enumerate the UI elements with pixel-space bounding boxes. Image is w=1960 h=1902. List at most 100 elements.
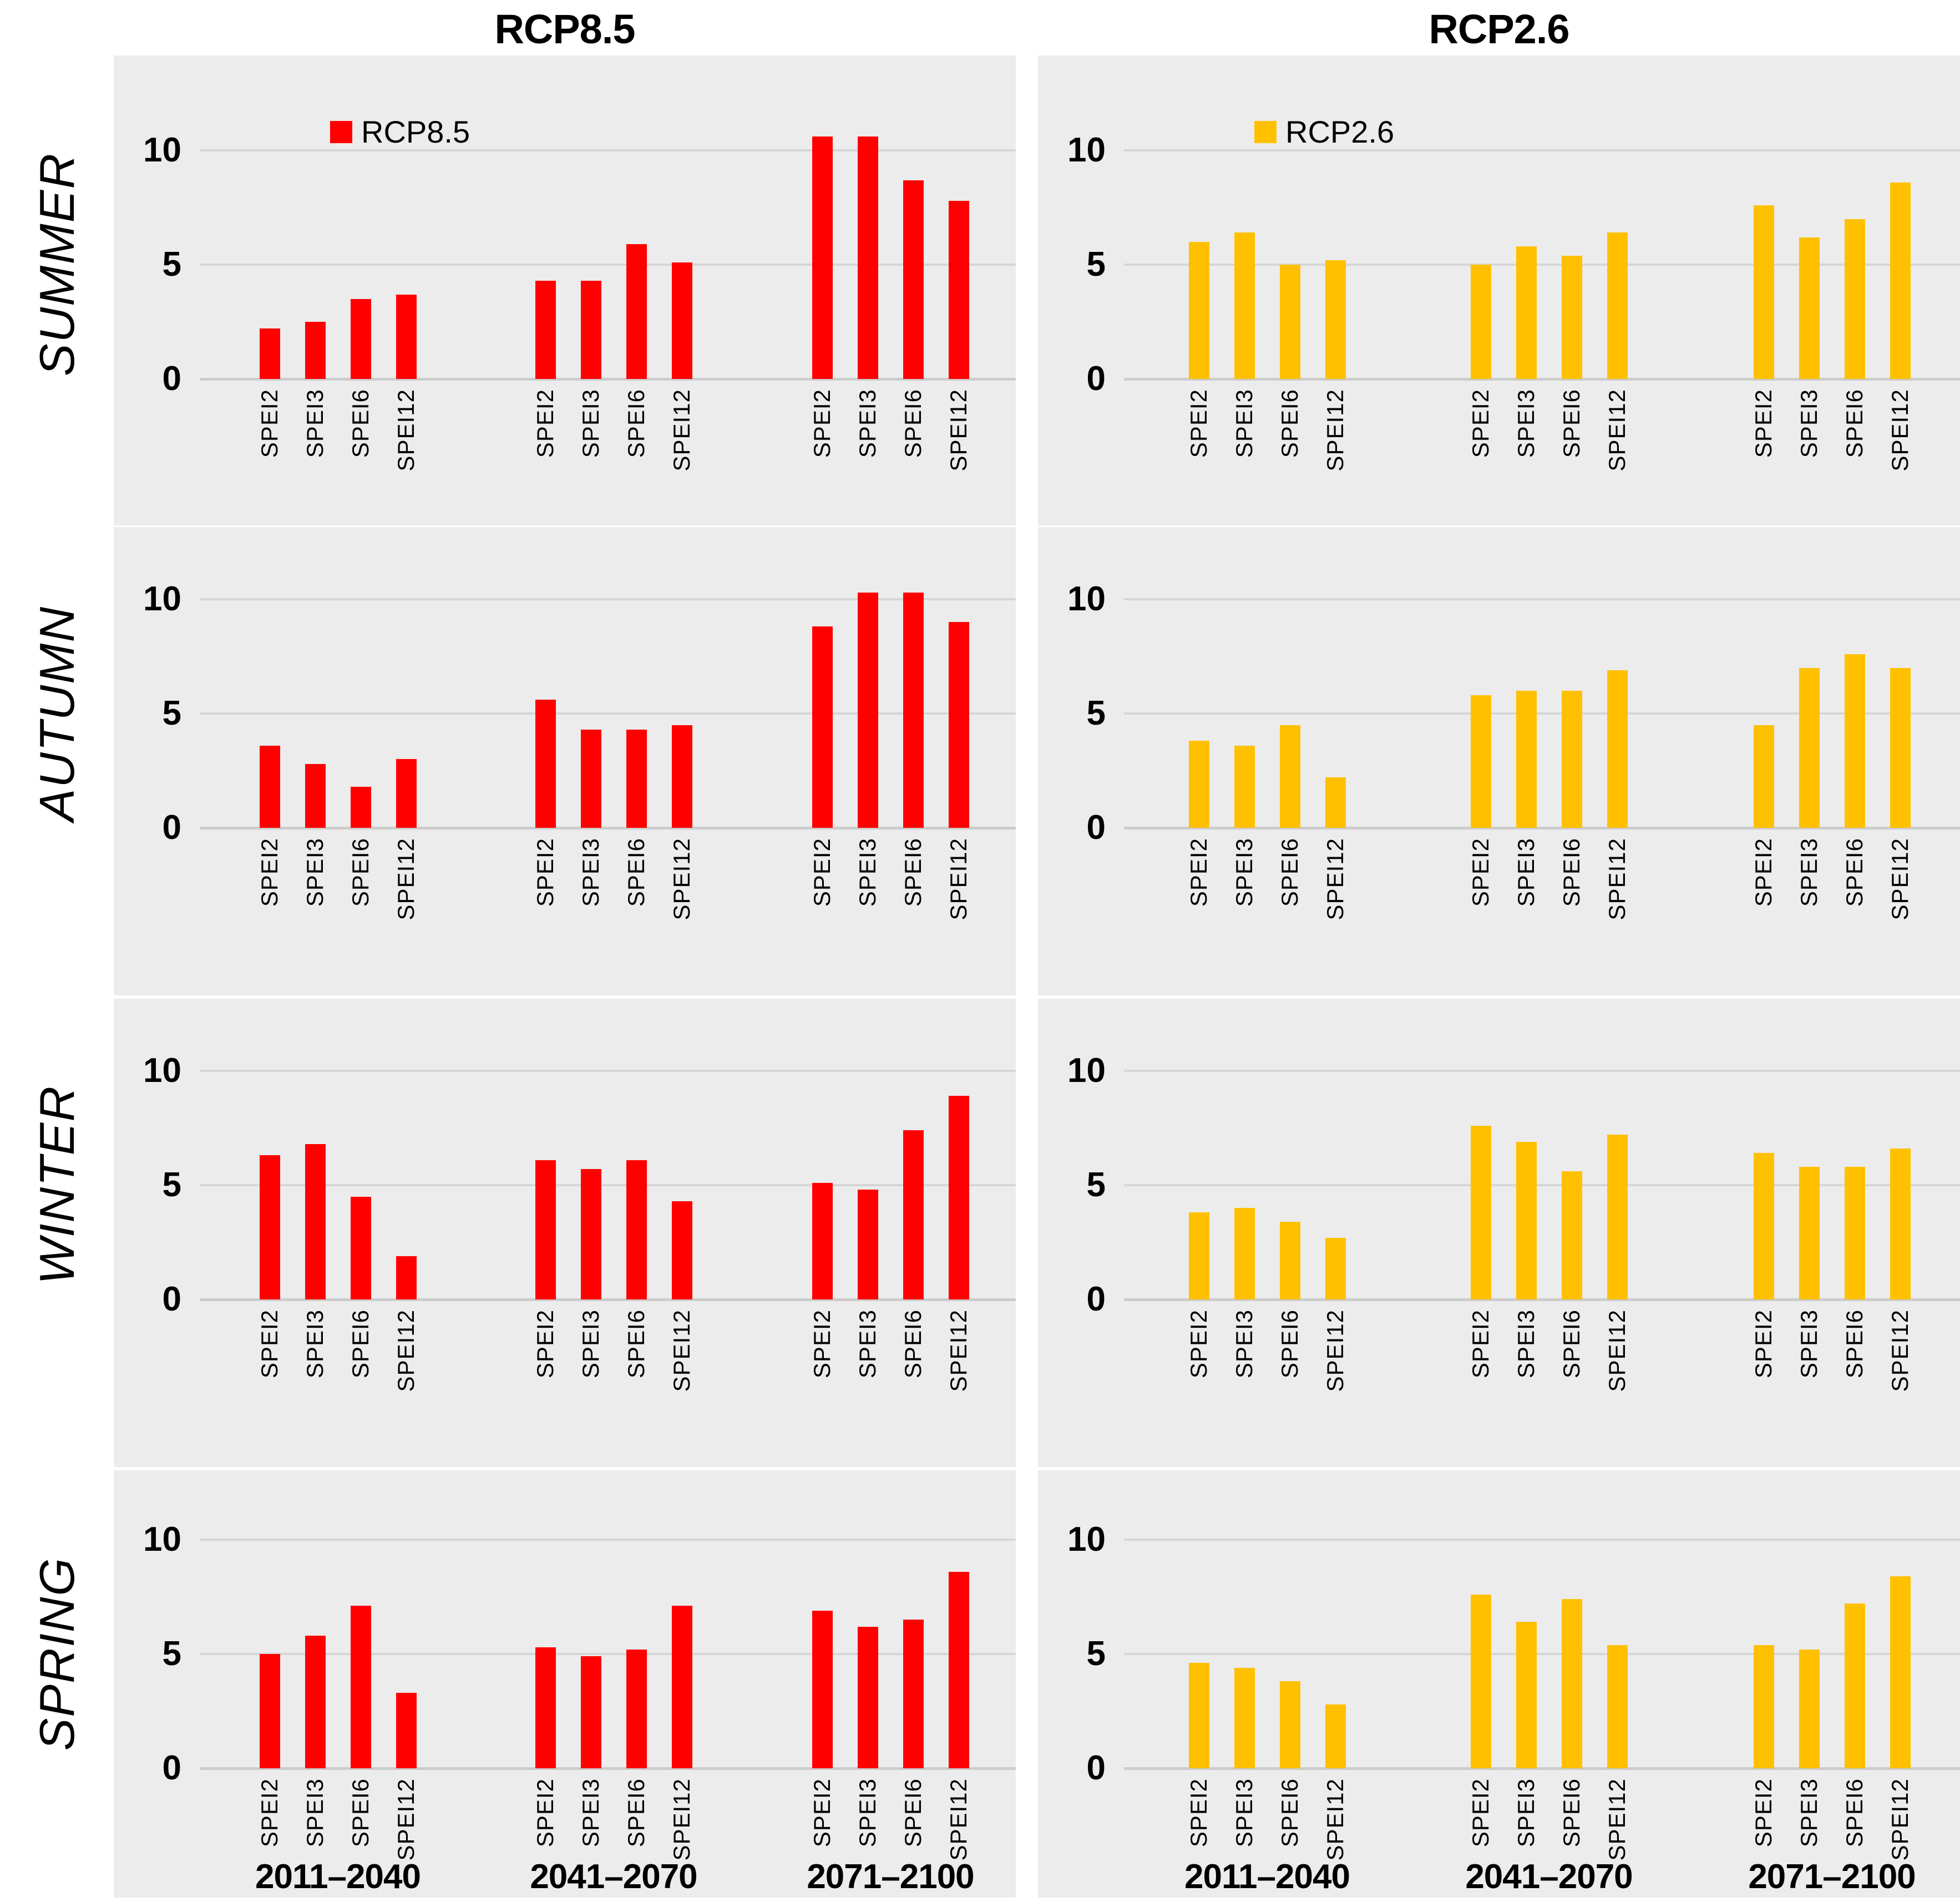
bar-spei2 [259,746,280,828]
x-tick-spei6: SPEI6 [1841,838,1867,907]
x-tick-spei12: SPEI12 [1322,838,1348,920]
panel-autumn-rcp26: 10 5 0 SPEI2 SPEI3 SPEI6 SPEI12 SPEI2 SPEI3 SPEI6… [1038,527,1960,995]
bar-cell [845,1627,890,1768]
row-label-autumn: AUTUMN [0,599,114,828]
x-tick-spei2: SPEI2 [809,1309,835,1379]
bar-cell [1267,725,1313,828]
x-label-cell: SPEI3 [292,1309,338,1431]
x-tick-spei3: SPEI3 [1231,1778,1257,1848]
x-tick-spei2: SPEI2 [256,389,282,458]
x-label-group-2011–2040: SPEI2 SPEI3 SPEI6 SPEI12 [1176,838,1358,960]
x-tick-spei12: SPEI12 [668,1778,695,1861]
x-tick-spei3: SPEI3 [1513,838,1539,907]
x-label-cell: SPEI3 [1222,1309,1267,1431]
bar-spei2 [1470,1126,1491,1299]
x-tick-spei6: SPEI6 [347,389,373,458]
column-title-rcp26: RCP2.6 [1429,6,1569,52]
x-tick-spei2: SPEI2 [809,838,835,907]
x-tick-spei12: SPEI12 [945,838,971,920]
x-tick-spei2: SPEI2 [1186,1309,1212,1379]
gridline-5 [1124,1653,1960,1655]
bar-spei6 [1561,1171,1582,1299]
bar-spei3 [857,593,878,828]
bar-cell [568,730,614,828]
x-label-cell: SPEI2 [247,389,292,511]
x-label-cell: SPEI2 [1176,838,1222,960]
bar-group-2011–2040 [247,124,429,379]
gridline-10 [1124,1070,1960,1072]
x-tick-spei6: SPEI6 [1277,389,1303,458]
x-label-cell: SPEI3 [1222,838,1267,960]
bar-group-2071–2100 [1741,1513,1923,1768]
x-tick-spei2: SPEI2 [1750,1778,1776,1848]
bar-cell [799,136,845,379]
y-tick-10: 10 [143,1520,181,1559]
x-label-group-2041–2070: SPEI2 SPEI3 SPEI6 SPEI12 [523,838,705,960]
bar-cell [1877,183,1923,379]
bar-spei2 [812,136,833,379]
bar-spei12 [948,1572,969,1768]
x-tick-spei12: SPEI12 [668,838,695,920]
x-label-cell: SPEI3 [568,1309,614,1431]
bar-cell [383,759,429,828]
bar-cell [890,1130,936,1299]
gridline-10 [1124,598,1960,600]
bar-spei3 [857,1627,878,1768]
panel-winter-rcp85: 10 5 0 SPEI2 SPEI3 SPEI6 SPEI12 SPEI2 SPEI3 SPEI6… [114,999,1016,1467]
x-tick-spei2: SPEI2 [1186,838,1212,907]
bar-cell [1741,1645,1786,1768]
row-label-text: AUTUMN [29,605,84,822]
x-label-cell: SPEI3 [1786,1309,1832,1431]
x-label-cell: SPEI3 [1503,389,1549,511]
bar-cell [338,299,383,379]
bar-spei2 [1188,1212,1209,1299]
x-tick-spei3: SPEI3 [578,1309,604,1379]
bar-cell [614,1160,659,1299]
bar-spei2 [812,1611,833,1768]
x-tick-spei3: SPEI3 [1796,389,1822,458]
bar-spei6 [1561,691,1582,828]
x-label-group-2071–2100: SPEI2 SPEI3 SPEI6 SPEI12 [1741,838,1923,960]
x-tick-spei12: SPEI12 [1322,1778,1348,1861]
bar-cell [845,1190,890,1299]
x-label-cell: SPEI12 [383,389,429,511]
bar-cell [292,322,338,379]
gridline-5 [1124,1184,1960,1186]
y-tick-5: 5 [162,694,181,732]
x-tick-spei6: SPEI6 [1558,838,1584,907]
panel-summer-rcp85: 10 5 0 RCP8.5 SPEI2 SPEI3 SPEI6 SPEI12 SPEI2 SPEI… [114,55,1016,525]
x-label-cell: SPEI2 [1176,389,1222,511]
bar-cell [1313,1704,1358,1768]
gridline-10 [200,1070,1016,1072]
x-tick-spei12: SPEI12 [1604,389,1630,472]
bar-cell [568,281,614,379]
x-label-cell: SPEI6 [338,1309,383,1431]
x-label-cell: SPEI2 [523,838,568,960]
bar-spei3 [857,1190,878,1299]
x-tick-spei12: SPEI12 [1887,1778,1913,1861]
period-label-2011–2040: 2011–2040 [255,1858,421,1896]
y-tick-0: 0 [1086,808,1106,847]
bar-cell [890,593,936,828]
bar-spei6 [626,1160,647,1299]
x-label-cell: SPEI3 [845,389,890,511]
bar-cell [1877,1576,1923,1768]
y-tick-10: 10 [143,1051,181,1090]
bar-cell [1222,1668,1267,1768]
bar-spei6 [903,1620,924,1768]
x-label-cell: SPEI6 [890,1309,936,1431]
bar-cell [1741,1153,1786,1299]
bar-cell [1176,741,1222,828]
x-tick-spei12: SPEI12 [1887,1309,1913,1392]
bar-group-2041–2070 [523,573,705,828]
x-label-cell: SPEI3 [568,838,614,960]
bar-cell [845,136,890,379]
x-tick-spei2: SPEI2 [1750,838,1776,907]
bar-spei6 [1279,1222,1300,1299]
bar-cell [1313,260,1358,379]
bar-spei2 [1188,741,1209,828]
x-tick-spei2: SPEI2 [256,838,282,907]
x-label-cell: SPEI2 [523,1309,568,1431]
bar-group-2071–2100 [799,573,981,828]
x-label-cell: SPEI6 [614,1309,659,1431]
